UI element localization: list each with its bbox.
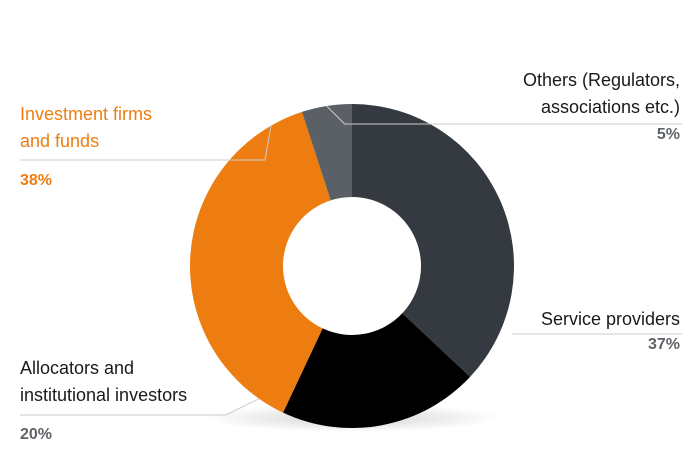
slice-label-investment: Investment firms and funds (20, 104, 153, 151)
donut-slice-others (301, 104, 352, 201)
leader-line-allocators (20, 398, 260, 416)
leader-line-investment (20, 125, 272, 161)
slice-label-service: Service providers (540, 309, 680, 329)
slice-value-allocators: 20% (20, 426, 53, 443)
donut-slice-service (352, 104, 514, 377)
donut-slice-investment (190, 111, 331, 413)
donut-slice-allocators (283, 313, 471, 428)
slice-value-investment: 38% (20, 172, 53, 189)
slice-value-service: 37% (647, 336, 680, 353)
slice-label-others: Others (Regulators, associations etc.) (522, 70, 680, 117)
leader-line-others (326, 105, 682, 125)
slice-value-others: 5% (656, 126, 680, 143)
slice-label-allocators: Allocators and institutional investors (20, 358, 188, 405)
